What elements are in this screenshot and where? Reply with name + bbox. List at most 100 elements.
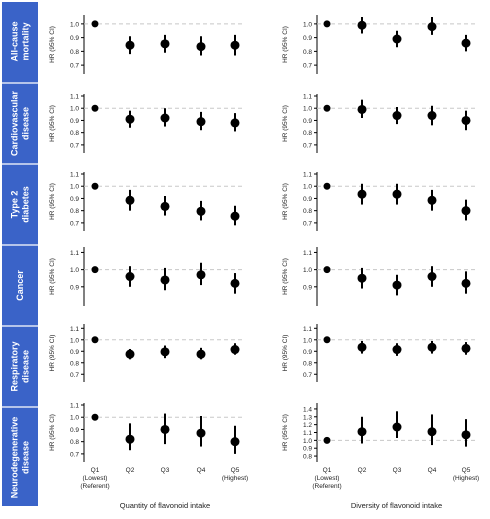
row-label-line: disease bbox=[21, 350, 31, 383]
y-axis-label: HR (95% CI) bbox=[282, 414, 289, 451]
x-tick-label: Q1 (Lowest) (Referent) bbox=[80, 467, 109, 490]
forest-panel: 0.7 0.8 0.9 1.0 1.1 HR (95% CI) bbox=[49, 324, 244, 382]
forest-panel: 0.9 1.0 1.1 HR (95% CI) bbox=[282, 247, 478, 306]
row-label: Neurodegenerativedisease bbox=[10, 417, 31, 499]
row-label-line: disease bbox=[21, 107, 31, 140]
y-tick-label: 0.9 bbox=[303, 118, 312, 125]
y-tick-label: 0.7 bbox=[303, 220, 312, 227]
y-tick-label: 1.0 bbox=[303, 106, 312, 113]
x-tick-label-line: Q4 bbox=[428, 467, 437, 474]
hr-point bbox=[461, 38, 471, 48]
hr-point bbox=[461, 278, 471, 288]
y-tick-label: 1.1 bbox=[303, 94, 312, 101]
hr-point bbox=[392, 422, 402, 432]
forest-panel: 0.7 0.8 0.9 1.0 1.1 HR (95% CI) bbox=[49, 94, 244, 153]
x-tick-label: Q5 (Highest) bbox=[222, 467, 248, 482]
forest-panel: 0.7 0.8 0.9 1.0 1.1 HR (95% CI) Q1 (Lowest) (Ref… bbox=[49, 403, 248, 491]
hr-point bbox=[230, 40, 240, 50]
y-tick-label: 1.0 bbox=[303, 184, 312, 191]
y-tick-label: 0.7 bbox=[70, 372, 79, 379]
hr-point bbox=[357, 273, 367, 283]
x-tick-label: Q3 bbox=[393, 467, 402, 474]
hr-point bbox=[230, 345, 240, 355]
forest-panel: 0.7 0.8 0.9 1.0 1.1 HR (95% CI) bbox=[282, 324, 478, 382]
hr-point bbox=[427, 111, 437, 121]
row-label: Type 2diabetes bbox=[10, 186, 31, 223]
referent-marker bbox=[322, 103, 332, 113]
y-tick-label: 1.0 bbox=[303, 438, 312, 445]
referent-marker bbox=[322, 19, 332, 29]
x-tick-label: Q1 (Lowest) (Referent) bbox=[312, 467, 341, 490]
hr-point bbox=[125, 114, 135, 124]
hr-point bbox=[196, 270, 206, 280]
y-tick-label: 0.9 bbox=[70, 35, 79, 42]
hr-point bbox=[461, 430, 471, 440]
hr-point bbox=[461, 115, 471, 125]
row-label-line: Respiratory bbox=[10, 341, 20, 391]
row-label-line: disease bbox=[21, 441, 31, 474]
hr-point bbox=[230, 211, 240, 221]
hr-point bbox=[357, 342, 367, 352]
x-tick-label: Q2 bbox=[126, 467, 135, 474]
hr-point bbox=[461, 343, 471, 353]
hr-point bbox=[160, 39, 170, 49]
hr-point bbox=[160, 113, 170, 123]
y-tick-label: 1.0 bbox=[303, 21, 312, 28]
referent-marker bbox=[322, 265, 332, 275]
hr-point bbox=[125, 349, 135, 359]
y-tick-label: 0.9 bbox=[70, 427, 79, 434]
y-tick-label: 0.8 bbox=[303, 130, 312, 137]
y-tick-label: 1.1 bbox=[70, 403, 79, 410]
x-tick-label-line: Q2 bbox=[126, 467, 135, 474]
row-label: All-causemortality bbox=[10, 21, 31, 61]
hr-point bbox=[196, 349, 206, 359]
forest-panel: 0.9 1.0 1.1 HR (95% CI) bbox=[49, 247, 244, 306]
y-tick-label: 1.0 bbox=[303, 267, 312, 274]
row-label-line: All-cause bbox=[10, 21, 20, 61]
y-tick-label: 1.1 bbox=[70, 94, 79, 101]
y-tick-label: 1.1 bbox=[303, 326, 312, 333]
hr-point bbox=[427, 272, 437, 281]
y-tick-label: 1.0 bbox=[70, 267, 79, 274]
y-axis-label: HR (95% CI) bbox=[282, 183, 289, 220]
hr-point bbox=[461, 206, 471, 216]
x-tick-label: Q4 bbox=[428, 467, 437, 474]
x-tick-label: Q4 bbox=[197, 467, 206, 474]
y-axis-label: HR (95% CI) bbox=[282, 26, 289, 63]
hr-point bbox=[196, 42, 206, 52]
column-title: Diversity of flavonoid intake bbox=[351, 501, 442, 510]
y-tick-label: 0.7 bbox=[303, 142, 312, 149]
y-tick-label: 0.9 bbox=[303, 446, 312, 453]
y-tick-label: 1.1 bbox=[70, 326, 79, 333]
y-tick-label: 0.8 bbox=[303, 208, 312, 215]
row-label-line: Cancer bbox=[15, 270, 25, 301]
y-tick-label: 1.1 bbox=[70, 250, 79, 257]
forest-panel: 0.7 0.8 0.9 1.0 1.1 HR (95% CI) bbox=[282, 172, 478, 231]
hr-point bbox=[357, 20, 367, 30]
hr-point bbox=[357, 427, 367, 437]
y-axis-label: HR (95% CI) bbox=[282, 335, 289, 372]
y-tick-label: 0.9 bbox=[70, 349, 79, 356]
y-tick-label: 0.9 bbox=[70, 118, 79, 125]
referent-marker bbox=[322, 435, 332, 445]
referent-marker bbox=[90, 103, 100, 113]
row-label-line: Neurodegenerative bbox=[10, 417, 20, 499]
x-tick-label-line: Q1 bbox=[91, 467, 100, 474]
row-label-line: Cardiovascular bbox=[10, 90, 20, 156]
y-tick-label: 1.0 bbox=[303, 337, 312, 344]
y-axis-label: HR (95% CI) bbox=[49, 183, 56, 220]
referent-marker bbox=[90, 412, 100, 422]
x-tick-label-line: Q3 bbox=[393, 467, 402, 474]
y-tick-label: 0.9 bbox=[303, 196, 312, 203]
x-tick-label-line: Q5 bbox=[231, 467, 240, 474]
y-tick-label: 0.9 bbox=[70, 284, 79, 291]
y-axis-label: HR (95% CI) bbox=[49, 414, 56, 451]
hr-point bbox=[357, 104, 367, 114]
y-tick-label: 0.8 bbox=[70, 130, 79, 137]
y-tick-label: 0.8 bbox=[70, 360, 79, 367]
y-tick-label: 0.7 bbox=[70, 63, 79, 70]
y-tick-label: 1.1 bbox=[303, 250, 312, 257]
x-tick-label-line: Q5 bbox=[462, 467, 471, 474]
y-tick-label: 0.9 bbox=[303, 349, 312, 356]
